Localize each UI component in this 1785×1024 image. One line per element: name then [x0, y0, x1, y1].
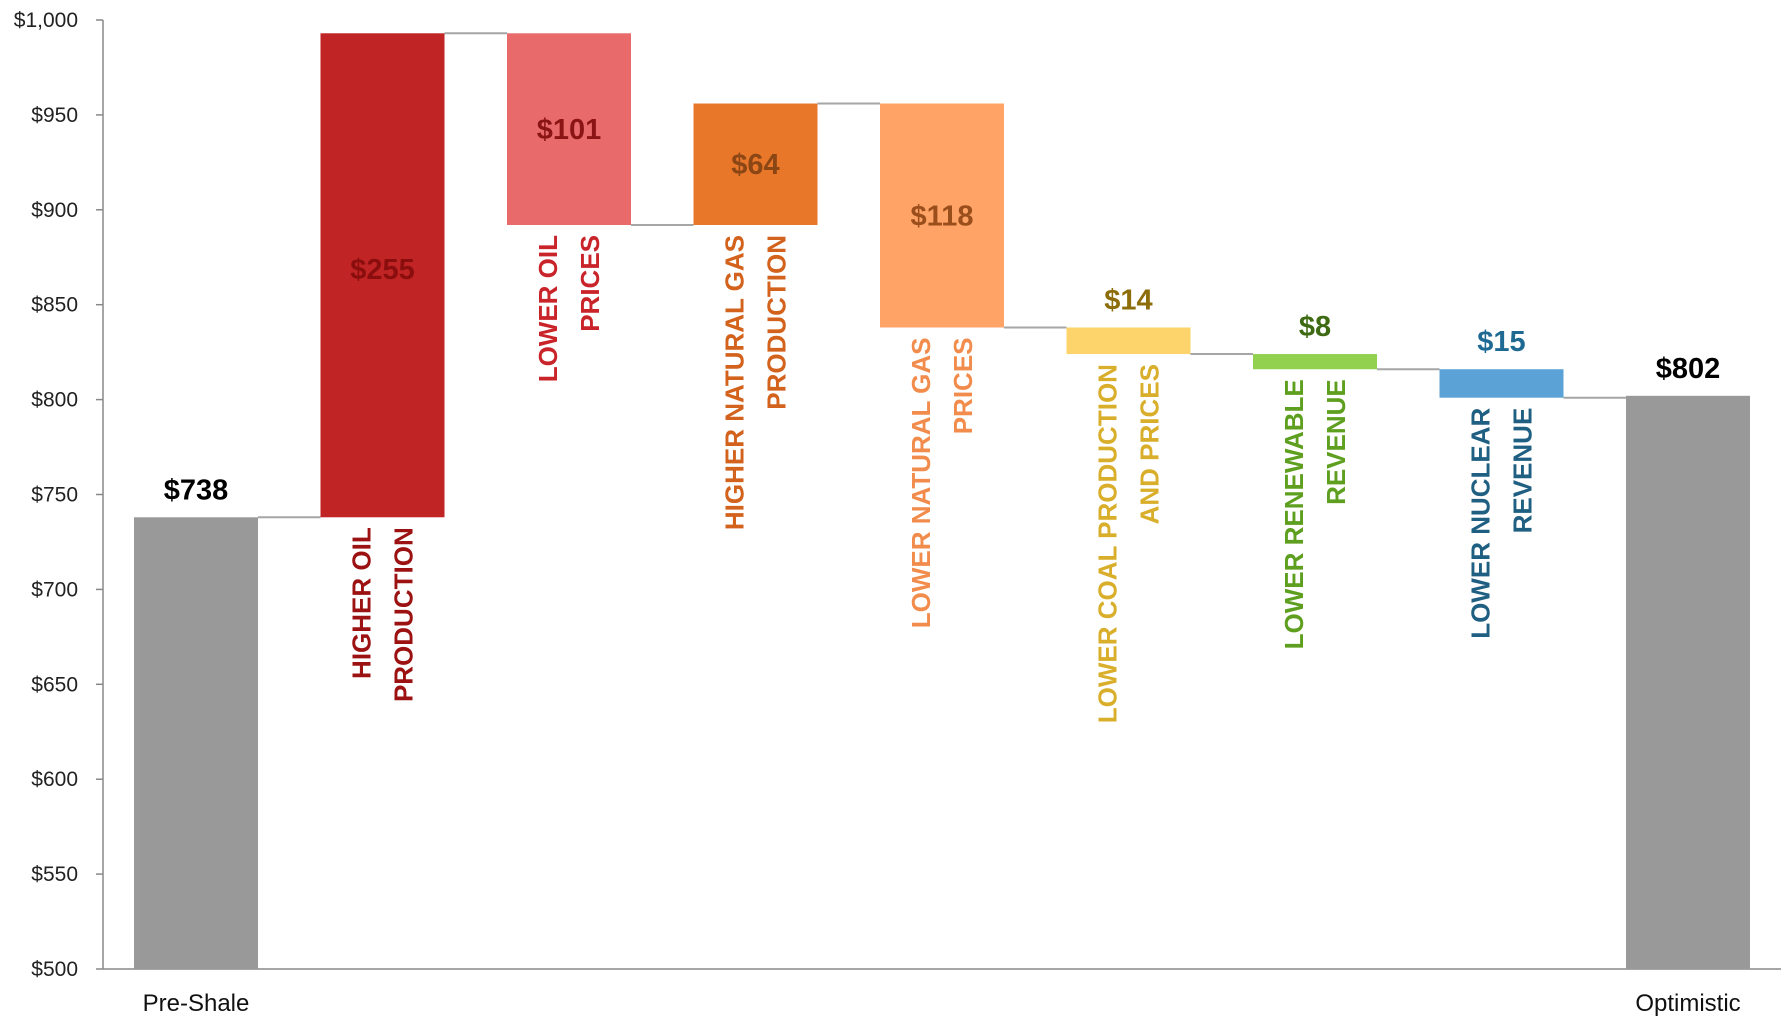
bar-label-line: PRICES — [948, 337, 978, 434]
bar-label-line: REVENUE — [1321, 379, 1351, 505]
bar-4 — [880, 103, 1004, 328]
bar-label-line: PRICES — [575, 235, 605, 332]
bar-7 — [1439, 369, 1564, 398]
bar-label-6: LOWER RENEWABLE REVENUE — [1279, 379, 1351, 649]
bar-label-line: LOWER OIL — [533, 235, 563, 382]
bar-label-1: HIGHER OIL PRODUCTION — [347, 527, 419, 702]
bar-label-line: AND PRICES — [1135, 364, 1165, 524]
bar-label-line: REVENUE — [1508, 408, 1538, 534]
y-tick-label: $500 — [31, 958, 78, 981]
y-tick-label: $550 — [31, 863, 78, 886]
bar-label-2: LOWER OIL PRICES — [533, 235, 605, 382]
bar-2 — [507, 33, 631, 225]
bar-0 — [134, 517, 258, 969]
bar-label-line: LOWER RENEWABLE — [1279, 379, 1309, 649]
y-tick-label: $1,000 — [14, 9, 78, 32]
bars-group — [134, 33, 1750, 970]
y-tick-label: $650 — [31, 673, 78, 696]
value-label-1: $255 — [350, 254, 415, 286]
y-tick-label: $700 — [31, 578, 78, 601]
bar-label-5: LOWER COAL PRODUCTION AND PRICES — [1093, 364, 1165, 723]
value-label-5: $14 — [1104, 284, 1152, 316]
category-label-0: Pre-Shale — [143, 990, 250, 1017]
bar-label-line: LOWER NUCLEAR — [1466, 407, 1496, 638]
bar-label-line: PRODUCTION — [389, 527, 419, 702]
bar-5 — [1066, 327, 1191, 355]
value-label-0: $738 — [164, 474, 229, 506]
bar-label-3: HIGHER NATURAL GAS PRODUCTION — [720, 235, 792, 530]
bar-label-line: HIGHER NATURAL GAS — [720, 235, 750, 530]
value-label-8: $802 — [1656, 353, 1721, 385]
connector-lines — [258, 32, 1626, 519]
bar-label-4: LOWER NATURAL GAS PRICES — [906, 337, 978, 628]
value-label-2: $101 — [537, 114, 602, 146]
bar-label-line: PRODUCTION — [762, 235, 792, 410]
bar-8 — [1626, 395, 1750, 970]
axis-group: $500 $550 $600 $650 $700 $750 $800 $850 $900 $950… — [14, 9, 1781, 981]
bar-3 — [693, 103, 818, 225]
value-label-6: $8 — [1299, 311, 1331, 343]
bar-label-line: LOWER COAL PRODUCTION — [1093, 364, 1123, 723]
bar-1 — [320, 33, 445, 518]
value-label-3: $64 — [731, 149, 779, 181]
bar-6 — [1253, 354, 1377, 370]
value-label-7: $15 — [1477, 326, 1525, 358]
y-tick-label: $900 — [31, 199, 78, 222]
bar-label-7: LOWER NUCLEAR REVENUE — [1466, 407, 1538, 638]
labels-group: $738 Pre-Shale $255 HIGHER OIL PRODUCTION $10… — [143, 114, 1741, 1017]
value-label-4: $118 — [911, 200, 974, 232]
y-tick-label: $800 — [31, 389, 78, 412]
y-tick-label: $850 — [31, 294, 78, 317]
y-tick-label: $950 — [31, 104, 78, 127]
bar-label-line: HIGHER OIL — [347, 527, 377, 679]
bar-label-line: LOWER NATURAL GAS — [906, 337, 936, 628]
y-tick-label: $600 — [31, 768, 78, 791]
category-label-8: Optimistic — [1635, 990, 1740, 1017]
y-tick-label: $750 — [31, 484, 78, 507]
